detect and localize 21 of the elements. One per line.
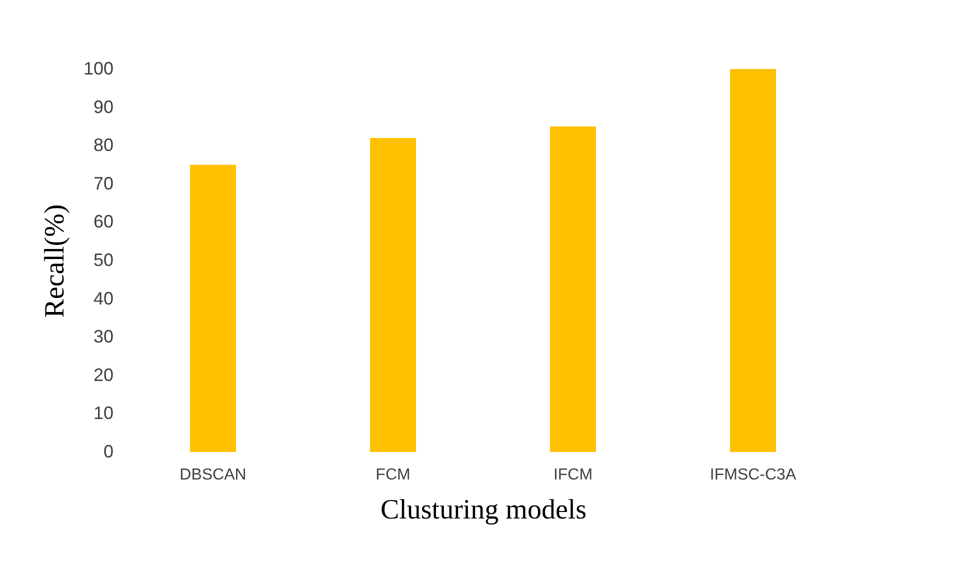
- y-tick-label: 100: [83, 58, 114, 78]
- y-tick-label: 30: [93, 326, 114, 347]
- y-tick-label: 40: [93, 288, 114, 308]
- y-tick-label: 50: [93, 250, 114, 270]
- y-tick-label: 60: [93, 212, 114, 232]
- x-tick-label: DBSCAN: [180, 466, 246, 484]
- bar: [550, 126, 596, 452]
- y-tick-label: 0: [103, 442, 114, 462]
- bar: [730, 69, 776, 452]
- y-axis-title: Recall(%): [39, 204, 70, 318]
- y-tick-label: 20: [93, 364, 114, 385]
- y-tick-label: 10: [93, 403, 114, 424]
- bar: [190, 164, 236, 452]
- x-tick-label: IFCM: [553, 466, 593, 484]
- y-tick-label: 80: [93, 135, 114, 156]
- x-tick-label: IFMSC-C3A: [710, 466, 796, 484]
- y-tick-label: 70: [93, 173, 114, 194]
- x-axis-title: Clusturing models: [380, 494, 587, 526]
- x-tick-label: FCM: [376, 466, 410, 484]
- bar: [370, 138, 416, 452]
- y-tick-label: 90: [93, 96, 114, 117]
